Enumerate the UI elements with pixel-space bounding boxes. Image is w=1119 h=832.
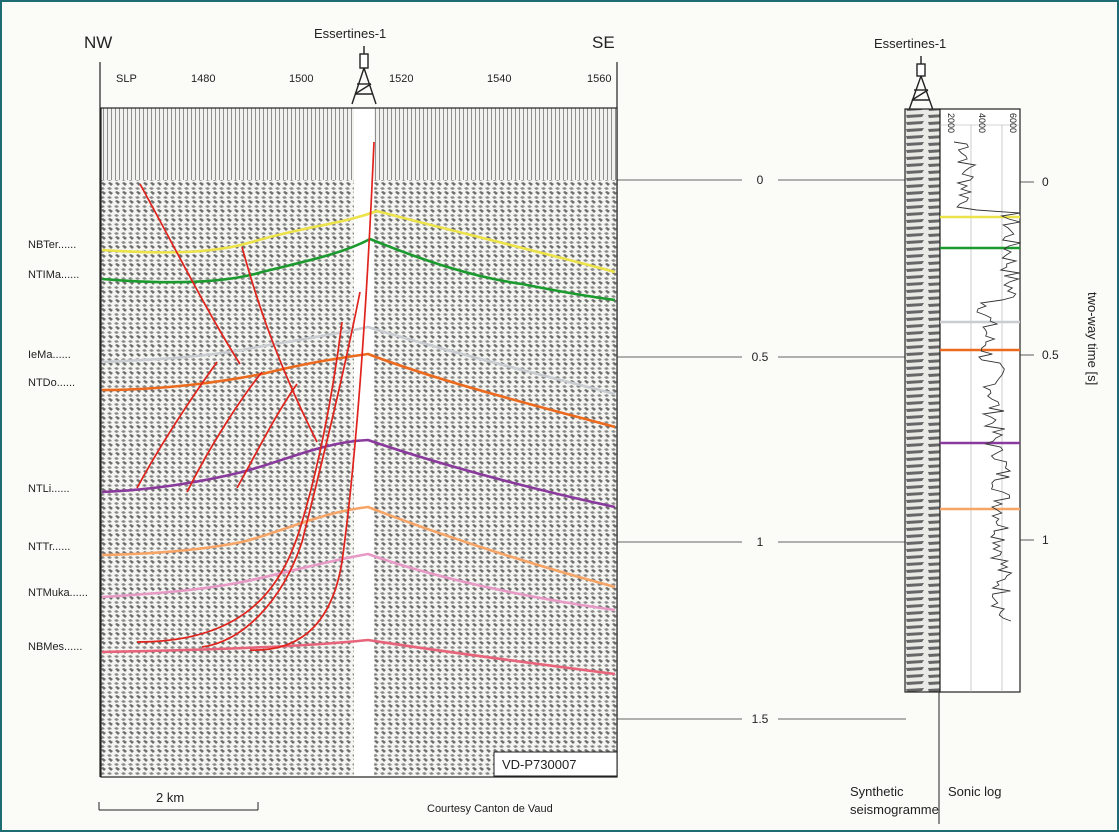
section-id-box (493, 751, 618, 777)
slp-tick-labels: 1480 1500 1520 1540 1560 (191, 73, 611, 85)
well-name-right: Essertines-1 (874, 36, 946, 51)
horizon-line-nbter (101, 209, 616, 274)
slp-tick-label: 1540 (487, 73, 511, 85)
se-label: SE (592, 33, 615, 52)
slp-tick-label: 1500 (289, 73, 313, 85)
right-time-label: 1 (1042, 533, 1049, 547)
horizon-label-nbter: NBTer...... (28, 239, 76, 251)
horizon-label-ntima: NTIMa...... (28, 269, 79, 281)
slp-tick-label: 1560 (587, 73, 611, 85)
fault-line (139, 183, 241, 365)
horizon-line-nbmes (101, 638, 616, 676)
horizon-label-nttr: NTTr...... (28, 541, 70, 553)
horizon-line-iema (101, 325, 616, 396)
axis-label: two-way time [s] (1085, 292, 1100, 385)
synthetic-seismogramme (904, 108, 941, 693)
sonic-grid (940, 124, 1020, 692)
fault-line (249, 141, 375, 651)
time-label: 0.5 (752, 350, 769, 364)
derrick-icon (351, 46, 377, 105)
sonic-tick-label: 6000 (1008, 113, 1018, 133)
scale-bar (98, 802, 259, 811)
sonic-log-label: Sonic log (948, 784, 1001, 799)
sonic-tick-labels: 2000 4000 6000 (946, 113, 1018, 133)
synthetic-label-line2: seismogramme (850, 802, 939, 817)
time-label: 1 (757, 535, 764, 549)
nw-label: NW (84, 33, 112, 52)
fault-line (236, 383, 298, 489)
scale-label: 2 km (156, 790, 184, 805)
horizon-line-ntdo (101, 352, 616, 429)
time-label: 1.5 (752, 712, 769, 726)
right-time-label: 0.5 (1042, 348, 1059, 362)
time-markers: 0 0.5 1 1.5 (617, 173, 906, 726)
log-horizon-lines (940, 215, 1020, 511)
slp-tick-label: 1480 (191, 73, 215, 85)
horizon-label-nbmes: NBMes...... (28, 641, 82, 653)
slp-tick-label: 1520 (389, 73, 413, 85)
sonic-tick-label: 4000 (977, 113, 987, 133)
time-label: 0 (757, 173, 764, 187)
fault-line (136, 361, 218, 489)
derrick-icon-right (908, 56, 934, 111)
sonic-log-panel (939, 108, 1021, 693)
sonic-log-curve (953, 141, 1021, 622)
horizon-labels: NBTer...... NTIMa...... IeMa...... NTDo....… (28, 239, 88, 653)
credit: Courtesy Canton de Vaud (427, 803, 553, 815)
synthetic-label-line1: Synthetic (850, 784, 904, 799)
sonic-tick-label: 2000 (946, 113, 956, 133)
slp-label: SLP (116, 73, 137, 85)
fault-line (201, 291, 361, 648)
horizon-label-ntmuka: NTMuka...... (28, 587, 88, 599)
horizon-line-ntli (101, 438, 616, 509)
well-gap (354, 108, 374, 776)
fault-line (136, 321, 343, 643)
right-time-labels: 00.51 (1020, 175, 1059, 547)
horizon-line-ntmuka (101, 552, 616, 612)
section-id: VD-P730007 (502, 757, 576, 772)
fault-line (241, 246, 318, 443)
horizon-label-iema: IeMa...... (28, 349, 71, 361)
fault-lines (136, 141, 375, 651)
horizon-label-ntdo: NTDo...... (28, 377, 75, 389)
horizon-line-nttr (101, 505, 616, 589)
fault-line (186, 371, 263, 493)
horizon-label-ntli: NTLi...... (28, 483, 70, 495)
well-name: Essertines-1 (314, 26, 386, 41)
right-time-label: 0 (1042, 175, 1049, 189)
